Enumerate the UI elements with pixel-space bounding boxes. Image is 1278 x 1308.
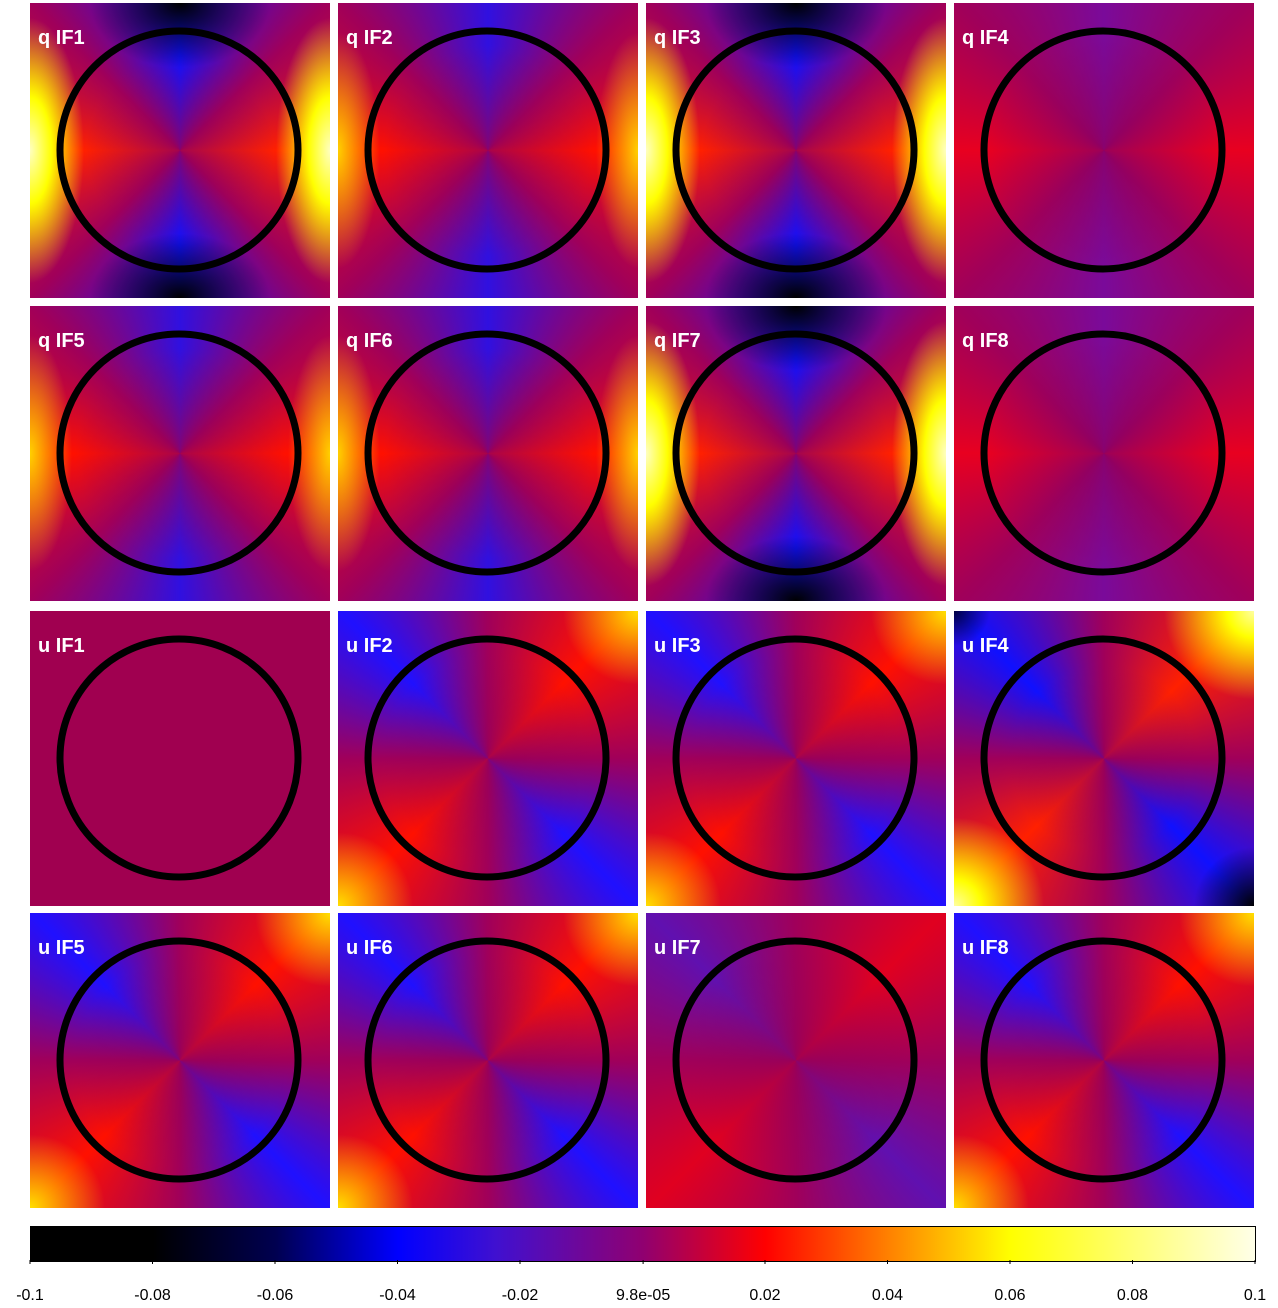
- aperture-circle: [56, 330, 302, 576]
- tick-label: -0.06: [257, 1287, 294, 1304]
- aperture-circle: [672, 937, 918, 1183]
- aperture-circle: [364, 937, 610, 1183]
- image-panel: q IF7: [646, 306, 946, 601]
- panel-label: u IF5: [38, 937, 85, 959]
- panel-label: u IF8: [962, 937, 1009, 959]
- aperture-circle: [980, 330, 1226, 576]
- overlay: [364, 635, 610, 881]
- panel-label: u IF4: [962, 635, 1009, 657]
- aperture-circle: [56, 635, 302, 881]
- panel-label: q IF1: [38, 27, 85, 49]
- panel-label: u IF1: [38, 635, 85, 657]
- image-panel: q IF4: [954, 3, 1254, 298]
- overlay: [980, 330, 1226, 576]
- panel-label: u IF7: [654, 937, 701, 959]
- aperture-circle: [980, 27, 1226, 273]
- aperture-circle: [56, 27, 302, 273]
- image-panel: q IF5: [30, 306, 330, 601]
- panel-label: q IF7: [654, 330, 701, 352]
- aperture-circle: [364, 635, 610, 881]
- image-panel: q IF2: [338, 3, 638, 298]
- image-panel: q IF6: [338, 306, 638, 601]
- tick-label: -0.1: [16, 1287, 44, 1304]
- panel-label: u IF6: [346, 937, 393, 959]
- tick-label: 0.08: [1117, 1287, 1148, 1304]
- panel-label: u IF2: [346, 635, 393, 657]
- aperture-circle: [672, 330, 918, 576]
- image-panel: u IF3: [646, 611, 946, 906]
- overlay: [364, 937, 610, 1183]
- image-panel: q IF3: [646, 3, 946, 298]
- aperture-circle: [980, 635, 1226, 881]
- overlay: [672, 937, 918, 1183]
- panel-label: q IF2: [346, 27, 393, 49]
- aperture-circle: [364, 27, 610, 273]
- aperture-circle: [672, 635, 918, 881]
- aperture-circle: [364, 330, 610, 576]
- overlay: [980, 27, 1226, 273]
- overlay: [56, 635, 302, 881]
- overlay: [980, 635, 1226, 881]
- tick-label: 0.1: [1244, 1287, 1266, 1304]
- overlay: [672, 27, 918, 273]
- aperture-circle: [56, 937, 302, 1183]
- overlay: [56, 937, 302, 1183]
- aperture-circle: [980, 937, 1226, 1183]
- colorbar-axis: -0.1 -0.08 -0.06 -0.04 -0.02 9.8e-05 0.02 0.04 0…: [16, 1260, 1266, 1304]
- image-panel: q IF1: [30, 3, 330, 298]
- tick-label: -0.02: [502, 1287, 539, 1304]
- overlay: [364, 330, 610, 576]
- panel-label: q IF4: [962, 27, 1009, 49]
- image-panel: q IF8: [954, 306, 1254, 601]
- tick-label: -0.04: [379, 1287, 416, 1304]
- colorbar: [30, 1226, 1256, 1262]
- tick-label: 0.02: [749, 1287, 780, 1304]
- tick-label: 0.04: [872, 1287, 903, 1304]
- image-panel: u IF7: [646, 913, 946, 1208]
- aperture-circle: [672, 27, 918, 273]
- panel-label: q IF3: [654, 27, 701, 49]
- image-panel: u IF6: [338, 913, 638, 1208]
- image-panel: u IF4: [954, 611, 1254, 906]
- panel-label: q IF6: [346, 330, 393, 352]
- overlay: [364, 27, 610, 273]
- panel-label: u IF3: [654, 635, 701, 657]
- tick-label: -0.08: [134, 1287, 171, 1304]
- image-panel: u IF8: [954, 913, 1254, 1208]
- image-panel: u IF2: [338, 611, 638, 906]
- overlay: [980, 937, 1226, 1183]
- overlay: [56, 330, 302, 576]
- image-panel: u IF5: [30, 913, 330, 1208]
- tick-label: 9.8e-05: [616, 1287, 670, 1304]
- overlay: [672, 330, 918, 576]
- overlay: [672, 635, 918, 881]
- overlay: [56, 27, 302, 273]
- image-panel: u IF1: [30, 611, 330, 906]
- panel-label: q IF8: [962, 330, 1009, 352]
- tick-label: 0.06: [994, 1287, 1025, 1304]
- panel-label: q IF5: [38, 330, 85, 352]
